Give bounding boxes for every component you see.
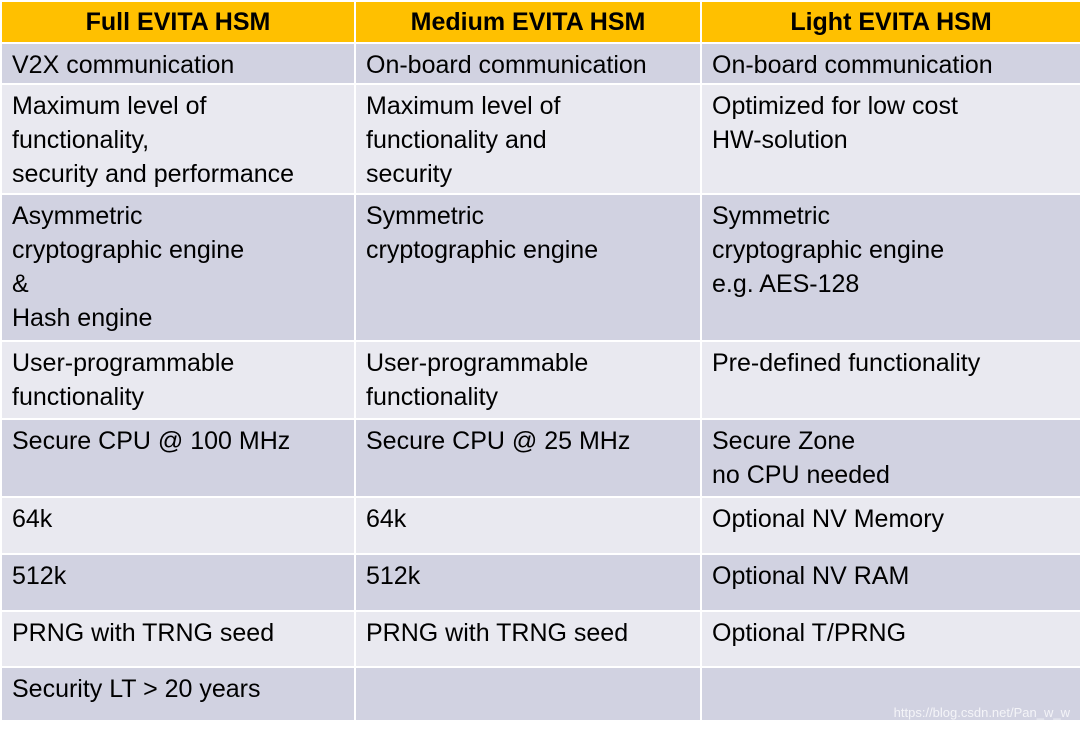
table-cell: Maximum level of functionality and secur… [354,83,702,195]
table-cell: User-programmable functionality [0,340,356,420]
table-row: 512k 512k Optional NV RAM [0,553,1080,612]
table-row: PRNG with TRNG seed PRNG with TRNG seed … [0,610,1080,668]
table-cell: Optimized for low cost HW-solution [700,83,1080,195]
table-cell: 512k [0,553,356,612]
table-cell: Optional T/PRNG [700,610,1080,668]
header-row: Full EVITA HSM Medium EVITA HSM Light EV… [0,0,1080,44]
table-row: V2X communication On-board communication… [0,42,1080,85]
table-cell: Optional NV Memory [700,496,1080,555]
table-cell: On-board communication [354,42,702,85]
table-cell [354,666,702,722]
table-row: 64k 64k Optional NV Memory [0,496,1080,555]
table-cell: Asymmetric cryptographic engine & Hash e… [0,193,356,342]
table-cell: Symmetric cryptographic engine e.g. AES-… [700,193,1080,342]
table-cell: Secure CPU @ 25 MHz [354,418,702,498]
table-cell: Optional NV RAM [700,553,1080,612]
header-medium-evita: Medium EVITA HSM [354,0,702,44]
table-cell: User-programmable functionality [354,340,702,420]
table-cell: Secure Zone no CPU needed [700,418,1080,498]
table-cell: 512k [354,553,702,612]
table-row: Maximum level of functionality, security… [0,83,1080,195]
table-cell: Symmetric cryptographic engine [354,193,702,342]
watermark-url: https://blog.csdn.net/Pan_w_w [893,705,1070,720]
table-row: Security LT > 20 years [0,666,1080,722]
table-cell: Maximum level of functionality, security… [0,83,356,195]
table-row: User-programmable functionality User-pro… [0,340,1080,420]
table-cell: Security LT > 20 years [0,666,356,722]
table-row: Asymmetric cryptographic engine & Hash e… [0,193,1080,342]
table-cell: V2X communication [0,42,356,85]
table-cell: Secure CPU @ 100 MHz [0,418,356,498]
header-light-evita: Light EVITA HSM [700,0,1080,44]
table-cell: PRNG with TRNG seed [0,610,356,668]
table-cell: 64k [354,496,702,555]
header-full-evita: Full EVITA HSM [0,0,356,44]
table-cell: 64k [0,496,356,555]
table-cell: On-board communication [700,42,1080,85]
table-cell: Pre-defined functionality [700,340,1080,420]
table-row: Secure CPU @ 100 MHz Secure CPU @ 25 MHz… [0,418,1080,498]
table-cell [700,666,1080,722]
table-cell: PRNG with TRNG seed [354,610,702,668]
